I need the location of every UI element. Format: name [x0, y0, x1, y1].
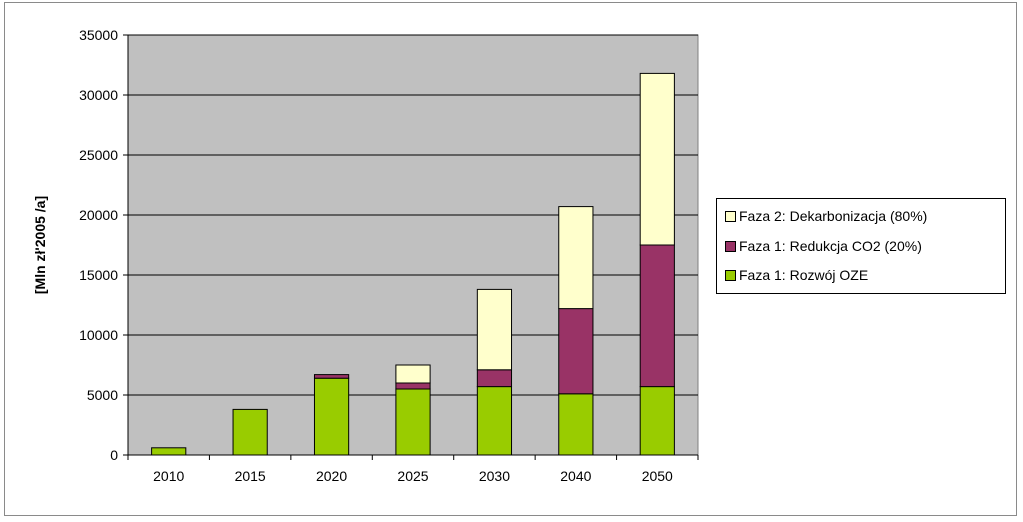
y-tick-label: 25000 [79, 147, 118, 163]
legend-item-rozwoj: Faza 1: Rozwój OZE [725, 265, 868, 285]
bar-segment [639, 244, 675, 388]
legend-item-dekarbonizacja: Faza 2: Dekarbonizacja (80%) [725, 206, 927, 226]
legend-swatch [725, 269, 736, 281]
legend-label: Faza 1: Redukcja CO2 (20%) [739, 238, 922, 254]
bar-segment [558, 206, 594, 310]
bar-segment [476, 386, 513, 456]
x-tick-labels: 2010 2015 2020 2025 2030 2040 2050 [153, 468, 673, 484]
y-tick-label: 15000 [79, 267, 118, 283]
legend-item-redukcja: Faza 1: Redukcja CO2 (20%) [725, 236, 922, 256]
x-tick-label: 2025 [397, 468, 428, 484]
y-tick-labels: 0 5000 10000 15000 20000 25000 30000 35000 [79, 27, 118, 463]
bars [151, 72, 675, 456]
y-axis-label: [Mln zł'2005 /a] [32, 196, 48, 294]
bar-segment [395, 364, 431, 384]
axes [123, 34, 699, 460]
x-tick-label: 2010 [153, 468, 184, 484]
bar-segment [639, 72, 675, 246]
y-tick-label: 20000 [79, 207, 118, 223]
gridlines [128, 34, 698, 396]
y-tick-label: 0 [110, 447, 118, 463]
x-tick-label: 2030 [479, 468, 510, 484]
x-tick-label: 2040 [560, 468, 591, 484]
bar-segment [232, 408, 268, 456]
bar-segment [476, 369, 513, 388]
legend-label: Faza 2: Dekarbonizacja (80%) [739, 208, 928, 224]
bar-segment [558, 393, 594, 456]
legend-swatch [725, 210, 736, 222]
legend: Faza 2: Dekarbonizacja (80%) Faza 1: Red… [716, 198, 1006, 294]
bar-segment [151, 447, 187, 456]
x-tick-label: 2020 [316, 468, 347, 484]
x-tick-label: 2050 [642, 468, 673, 484]
y-tick-label: 5000 [87, 387, 118, 403]
bar-segment [395, 388, 431, 456]
x-tick-label: 2015 [235, 468, 266, 484]
bar-segment [313, 377, 350, 456]
bar-segment [558, 308, 594, 395]
y-tick-label: 35000 [79, 27, 118, 43]
legend-label: Faza 1: Rozwój OZE [739, 267, 869, 283]
legend-swatch [725, 240, 736, 252]
bar-segment [476, 288, 513, 371]
y-tick-label: 30000 [79, 87, 118, 103]
bar-segment [639, 386, 675, 456]
y-tick-label: 10000 [79, 327, 118, 343]
bar-segment [395, 382, 431, 390]
bar-segment [313, 374, 350, 379]
